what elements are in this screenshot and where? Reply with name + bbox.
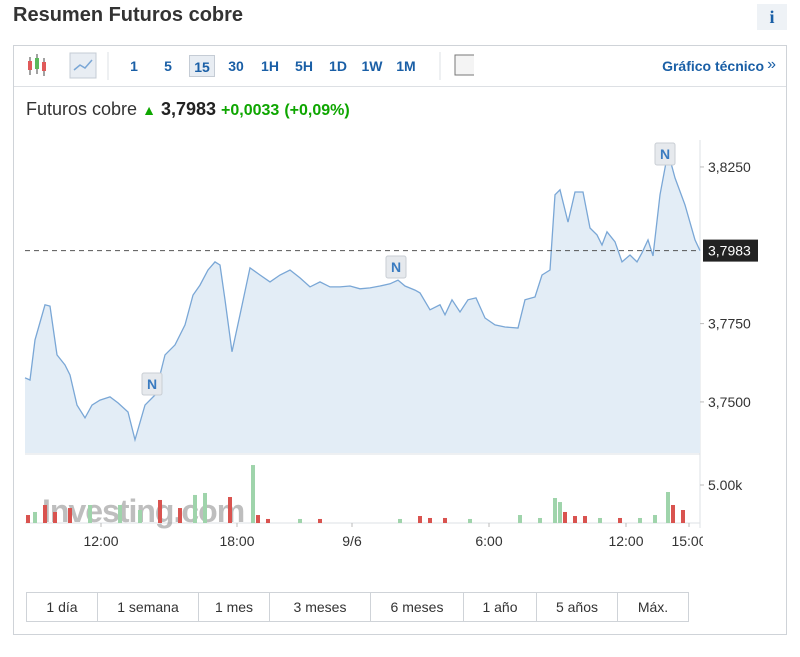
x-tick-label: 18:00 xyxy=(219,533,254,549)
interval-button[interactable]: 5H xyxy=(295,58,313,74)
watermark: Investing.com xyxy=(42,493,244,529)
volume-bar xyxy=(418,516,422,523)
widget-frame xyxy=(13,45,787,635)
y2-tick-label: 5.00k xyxy=(708,477,743,493)
volume-bar xyxy=(518,515,522,523)
news-label[interactable]: N xyxy=(391,259,401,275)
last-price-label: 3,7983 xyxy=(708,243,751,259)
technical-chart-link[interactable]: Gráfico técnico xyxy=(662,58,764,74)
news-marker xyxy=(141,372,163,396)
news-label[interactable]: N xyxy=(147,376,157,392)
volume-bar xyxy=(428,517,432,523)
range-button[interactable]: Máx. xyxy=(637,599,669,615)
volume-bar xyxy=(43,504,47,523)
last-price-box xyxy=(703,239,758,262)
volume-bar xyxy=(598,517,602,523)
range-buttons: 1 día 1 semana 1 mes 3 meses 6 meses 1 año 5 a… xyxy=(26,592,689,622)
range-button[interactable]: 1 semana xyxy=(98,593,199,621)
volume-bar xyxy=(68,508,72,523)
volume-bar xyxy=(138,510,142,523)
x-tick-label: 12:00 xyxy=(608,533,643,549)
range-button[interactable]: 3 meses xyxy=(270,593,371,621)
range-button[interactable]: 1 día xyxy=(27,593,98,621)
volume-bar xyxy=(178,508,182,523)
volume-bar xyxy=(251,465,255,523)
interval-button[interactable]: 1H xyxy=(261,58,279,74)
interval-button[interactable]: 1W xyxy=(361,58,383,74)
price: 3,7983 xyxy=(160,99,217,119)
volume-bar xyxy=(538,517,542,523)
volume-bar xyxy=(573,516,577,523)
range-button[interactable]: 6 meses xyxy=(371,593,464,621)
change-pct: (+0,09%) xyxy=(284,102,350,119)
up-arrow: ▲ xyxy=(142,102,156,118)
title: Resumen Futuros cobre xyxy=(13,4,244,26)
interval-button[interactable]: 1D xyxy=(329,58,347,74)
volume-bar xyxy=(26,515,30,523)
y-tick-label: 3,8250 xyxy=(708,159,751,175)
volume-bar xyxy=(653,515,657,523)
chart-type-icons[interactable] xyxy=(24,46,124,86)
x-tick-label: 9/6 xyxy=(342,533,362,549)
volume-bar xyxy=(53,511,57,523)
quote: Futuros cobre ▲ 3,7983 +0,0033 (+0,09%) xyxy=(26,99,350,120)
info-button[interactable]: i xyxy=(757,4,787,30)
volume-bar xyxy=(638,517,642,523)
range-button[interactable]: 5 años xyxy=(537,593,618,621)
volume-bar xyxy=(443,517,447,523)
volume-bar xyxy=(203,492,207,523)
range-button[interactable]: 1 mes xyxy=(199,593,270,621)
interval-button[interactable]: 1M xyxy=(396,58,416,74)
x-tick-label: 15:00 xyxy=(671,533,706,549)
y-tick-label: 3,7750 xyxy=(708,316,751,332)
volume-bar xyxy=(118,504,122,523)
volume-bar xyxy=(468,518,472,523)
volume-bar xyxy=(558,502,562,523)
link-arrow[interactable]: » xyxy=(767,56,776,73)
volume-bar xyxy=(318,518,322,523)
volume-bar xyxy=(681,510,685,523)
volume-bar xyxy=(88,504,92,523)
volume-bar xyxy=(666,492,670,523)
interval-button[interactable]: 1 xyxy=(130,58,138,74)
news-marker xyxy=(385,255,407,279)
volume-bar xyxy=(671,504,675,523)
news-label[interactable]: N xyxy=(660,146,670,162)
price-line xyxy=(24,151,701,443)
volume-bar xyxy=(266,518,270,523)
volume-bar xyxy=(563,511,567,523)
toolbar: 1 5 15 30 1H 5H 1D 1W 1M Gráfico técnico » xyxy=(14,46,786,87)
volume-bar xyxy=(618,517,622,523)
volume-bar xyxy=(228,497,232,523)
change: +0,0033 xyxy=(221,102,280,119)
volume-bar xyxy=(158,499,162,523)
volume-bar xyxy=(583,516,587,523)
range-button[interactable]: 1 año xyxy=(464,593,537,621)
volume-bar xyxy=(256,515,260,523)
news-marker xyxy=(654,142,676,166)
interval-button[interactable]: 15 xyxy=(189,55,215,77)
volume-bar xyxy=(33,511,37,523)
interval-button[interactable]: 5 xyxy=(164,58,172,74)
layout-icon[interactable] xyxy=(434,46,474,86)
volume-bar xyxy=(398,518,402,523)
x-tick-label: 6:00 xyxy=(475,533,502,549)
interval-button[interactable]: 30 xyxy=(228,58,244,74)
area xyxy=(25,151,700,453)
volume-bar xyxy=(553,498,557,523)
volume-bar xyxy=(298,518,302,523)
x-tick-label: 12:00 xyxy=(83,533,118,549)
instrument-name: Futuros cobre xyxy=(26,99,138,119)
y-tick-label: 3,7500 xyxy=(708,394,751,410)
volume-bar xyxy=(193,494,197,523)
